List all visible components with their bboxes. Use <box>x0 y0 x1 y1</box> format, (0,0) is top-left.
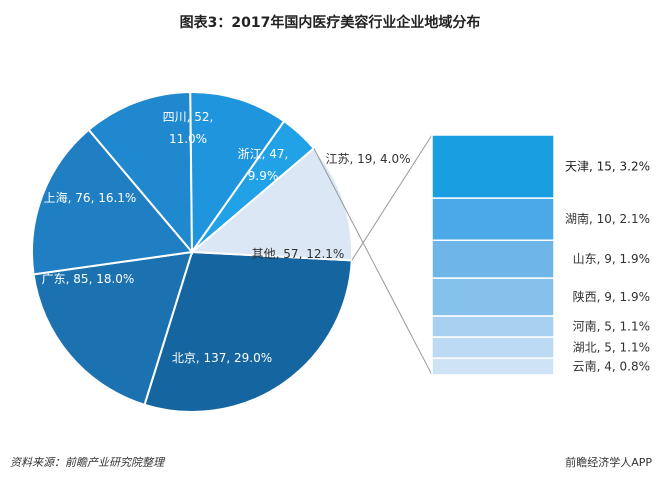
breakdown-segment-6 <box>431 357 555 376</box>
main-pie: 北京, 137, 29.0% 广东, 85, 18.0% 上海, 76, 16.1%… <box>31 90 411 413</box>
breakdown-segment-5 <box>431 336 555 359</box>
pie-slice-label: 浙江, 47, 9.9% <box>238 147 289 183</box>
pie-slice-4 <box>189 91 286 256</box>
connector-line-bottom <box>313 148 433 376</box>
pie-slice-2 <box>31 128 194 276</box>
breakdown-segment-1 <box>431 197 555 242</box>
pie-slice-label: 北京, 137, 29.0% <box>172 351 272 365</box>
breakdown-label: 陕西, 9, 1.9% <box>573 289 650 304</box>
breakdown-segment-4 <box>431 315 555 338</box>
breakdown-segment-2 <box>431 239 555 279</box>
breakdown-label: 湖南, 10, 2.1% <box>565 211 650 226</box>
pie-slice-label: 其他, 57, 12.1% <box>252 247 345 261</box>
breakdown-segment-3 <box>431 277 555 317</box>
brand-label: 前瞻经济学人APP <box>565 455 652 469</box>
breakdown-label: 山东, 9, 1.9% <box>573 252 650 266</box>
breakdown-segment-0 <box>431 134 555 199</box>
pie-slice-0 <box>143 250 353 413</box>
source-note: 资料来源：前瞻产业研究院整理 <box>10 456 166 469</box>
breakdown-label: 湖北, 5, 1.1% <box>573 340 650 355</box>
breakdown-label: 云南, 4, 0.8% <box>573 359 650 374</box>
breakdown-label: 天津, 15, 3.2% <box>565 160 650 174</box>
pie-slice-label: 广东, 85, 18.0% <box>42 272 135 286</box>
breakdown-label: 河南, 5, 1.1% <box>573 319 650 334</box>
pie-slice-3 <box>87 90 194 255</box>
pie-slice-label: 上海, 76, 16.1% <box>44 190 137 205</box>
pie-slice-1 <box>32 250 194 407</box>
connector-lines <box>313 134 433 376</box>
breakdown-stack: 天津, 15, 3.2% 湖南, 10, 2.1% 山东, 9, 1.9% 陕西, 9… <box>431 134 650 376</box>
pie-slice-6 <box>189 146 353 262</box>
connector-line-top <box>351 134 433 261</box>
pie-slice-label: 江苏, 19, 4.0% <box>325 152 410 166</box>
pie-slice-label: 四川, 52, 11.0% <box>163 110 214 146</box>
chart-title: 图表3：2017年国内医疗美容行业企业地域分布 <box>180 14 481 31</box>
